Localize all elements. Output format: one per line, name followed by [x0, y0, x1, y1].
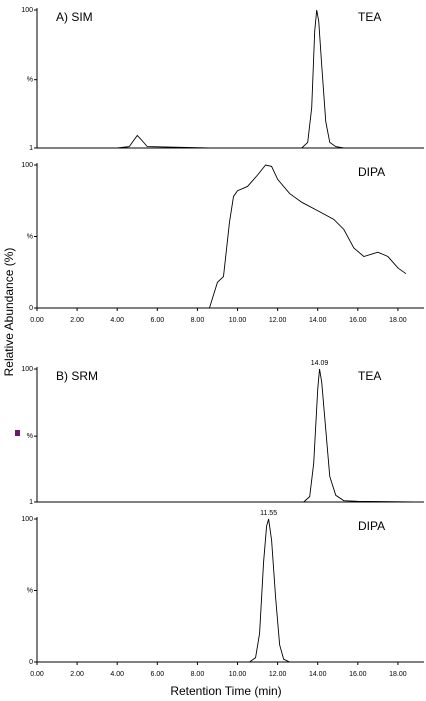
y-tick-label: 100 [21, 7, 33, 14]
x-tick-label: 16.00 [349, 317, 367, 324]
x-tick-label: 16.00 [349, 671, 367, 678]
peak-label: 11.55 [260, 510, 277, 517]
x-tick-label: 8.00 [191, 317, 205, 324]
y-tick-label: % [27, 587, 33, 594]
x-tick-label: 6.00 [150, 671, 164, 678]
x-tick-label: 14.00 [309, 671, 327, 678]
x-tick-label: 10.00 [229, 671, 247, 678]
y-tick-label: 100 [21, 366, 33, 373]
compound-label: TEA [358, 369, 381, 383]
x-axis-label: Retention Time (min) [170, 684, 281, 698]
x-tick-label: 0.00 [30, 317, 44, 324]
peak-label: 14.09 [311, 360, 329, 367]
y-tick-label: 1 [29, 145, 33, 152]
compound-label: TEA [358, 10, 381, 24]
x-tick-label: 4.00 [110, 671, 124, 678]
y-tick-label: 0 [29, 305, 33, 312]
y-tick-label: 1 [29, 499, 33, 506]
compound-label: DIPA [358, 519, 385, 533]
x-tick-label: 12.00 [269, 671, 287, 678]
y-tick-label: 0 [29, 659, 33, 666]
x-tick-label: 2.00 [70, 317, 84, 324]
x-tick-label: 6.00 [150, 317, 164, 324]
x-tick-label: 2.00 [70, 671, 84, 678]
y-tick-label: 100 [21, 162, 33, 169]
x-tick-label: 18.00 [389, 317, 407, 324]
trace [249, 518, 388, 663]
x-tick-label: 0.00 [30, 671, 44, 678]
y-tick-label: 100 [21, 516, 33, 523]
y-tick-label: % [27, 233, 33, 240]
trace [209, 164, 407, 309]
y-tick-label: % [27, 77, 33, 84]
x-tick-label: 8.00 [191, 671, 205, 678]
compound-label: DIPA [358, 165, 385, 179]
panel-label: A) SIM [56, 10, 93, 24]
y-tick-label: % [27, 433, 33, 440]
y-axis-label: Relative Abundance (%) [2, 248, 16, 377]
x-tick-label: 4.00 [110, 317, 124, 324]
panel-label: B) SRM [56, 369, 98, 383]
x-tick-label: 12.00 [269, 317, 287, 324]
x-tick-label: 14.00 [309, 317, 327, 324]
x-tick-label: 10.00 [229, 317, 247, 324]
marker-artifact [15, 430, 20, 436]
x-tick-label: 18.00 [389, 671, 407, 678]
trace [297, 368, 414, 503]
trace [117, 9, 344, 149]
